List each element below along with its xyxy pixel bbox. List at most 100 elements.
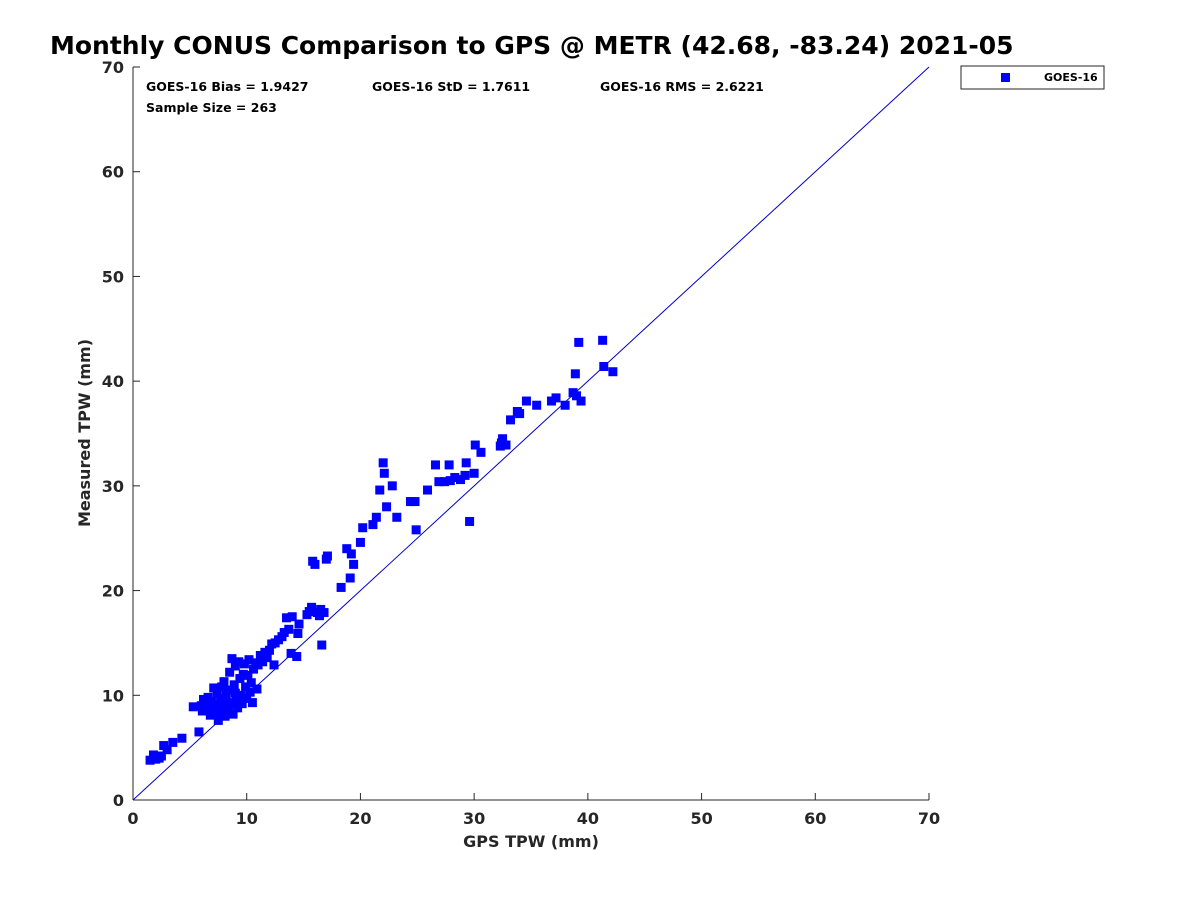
data-point xyxy=(225,685,235,695)
data-point xyxy=(411,525,421,535)
data-point xyxy=(440,477,450,487)
data-point xyxy=(307,602,317,612)
data-point xyxy=(194,727,204,737)
data-point xyxy=(450,472,460,482)
data-point xyxy=(229,680,239,690)
data-point xyxy=(574,337,584,347)
data-point xyxy=(461,458,471,468)
data-point xyxy=(284,624,294,634)
data-point xyxy=(378,458,388,468)
data-point xyxy=(310,559,320,569)
data-point xyxy=(349,559,359,569)
data-point xyxy=(211,708,221,718)
data-point xyxy=(225,667,235,677)
data-point xyxy=(336,582,346,592)
data-point xyxy=(469,468,479,478)
data-point xyxy=(227,654,237,664)
data-point xyxy=(162,745,172,755)
data-point xyxy=(269,660,279,670)
data-point xyxy=(214,702,224,712)
data-point xyxy=(209,683,219,693)
data-point xyxy=(430,460,440,470)
x-tick-label: 40 xyxy=(577,809,599,828)
data-point xyxy=(234,657,244,667)
data-point xyxy=(287,612,297,622)
data-point xyxy=(532,400,542,410)
x-tick-label: 60 xyxy=(804,809,826,828)
data-point xyxy=(226,698,236,708)
x-tick-label: 0 xyxy=(127,809,138,828)
data-point xyxy=(551,393,561,403)
data-point xyxy=(156,751,166,761)
data-point xyxy=(233,703,243,713)
data-point xyxy=(571,391,581,401)
data-point xyxy=(293,629,303,639)
data-point xyxy=(294,619,304,629)
data-point xyxy=(375,485,385,495)
data-point xyxy=(224,705,234,715)
y-tick-label: 60 xyxy=(102,163,124,182)
data-point xyxy=(405,497,415,507)
data-point xyxy=(498,434,508,444)
stat-sample-size: Sample Size = 263 xyxy=(146,100,277,115)
data-point xyxy=(379,468,389,478)
data-point xyxy=(423,485,433,495)
data-point xyxy=(292,652,302,662)
y-tick-label: 30 xyxy=(102,477,124,496)
data-point xyxy=(212,688,222,698)
data-point xyxy=(177,733,187,743)
data-point xyxy=(465,516,475,526)
data-point xyxy=(243,670,253,680)
data-point xyxy=(282,613,292,623)
data-point xyxy=(314,611,324,621)
y-tick-label: 20 xyxy=(102,582,124,601)
chart-title: Monthly CONUS Comparison to GPS @ METR (… xyxy=(50,31,1014,60)
stat-rms: GOES-16 RMS = 2.6221 xyxy=(600,79,764,94)
y-axis-label: Measured TPW (mm) xyxy=(75,339,94,527)
data-point xyxy=(445,476,455,486)
y-axis-ticks: 0 10 20 30 40 50 60 70 xyxy=(102,58,140,810)
data-point xyxy=(228,709,238,719)
data-point xyxy=(242,693,252,703)
y-tick-label: 0 xyxy=(113,791,124,810)
data-point xyxy=(236,690,246,700)
data-point xyxy=(382,502,392,512)
data-point xyxy=(387,481,397,491)
data-point xyxy=(576,396,586,406)
data-point xyxy=(249,664,259,674)
data-point xyxy=(231,696,241,706)
x-tick-label: 50 xyxy=(690,809,712,828)
data-point xyxy=(521,396,531,406)
data-point xyxy=(392,512,402,522)
data-point xyxy=(262,653,272,663)
data-point xyxy=(342,544,352,554)
data-point xyxy=(570,369,580,379)
data-point xyxy=(455,475,465,485)
data-point xyxy=(319,608,329,618)
data-point xyxy=(444,460,454,470)
legend-box xyxy=(960,65,1105,90)
data-point xyxy=(246,678,256,688)
data-point xyxy=(241,682,251,692)
data-point xyxy=(238,669,248,679)
data-point xyxy=(244,655,254,665)
data-point xyxy=(317,640,327,650)
x-tick-label: 10 xyxy=(236,809,258,828)
data-point xyxy=(239,659,249,669)
data-point xyxy=(230,688,240,698)
legend: GOES-16 xyxy=(960,65,1105,90)
stat-std: GOES-16 StD = 1.7611 xyxy=(372,79,530,94)
data-point xyxy=(279,627,289,637)
x-tick-label: 20 xyxy=(349,809,371,828)
y-tick-label: 70 xyxy=(102,58,124,77)
data-point xyxy=(546,396,556,406)
data-point xyxy=(434,477,444,487)
data-point xyxy=(264,645,274,655)
data-point xyxy=(515,409,525,419)
data-point xyxy=(371,512,381,522)
data-point xyxy=(258,657,268,667)
x-axis-ticks: 0 10 20 30 40 50 60 70 xyxy=(127,793,940,828)
data-point xyxy=(322,551,332,561)
data-point xyxy=(219,677,229,687)
